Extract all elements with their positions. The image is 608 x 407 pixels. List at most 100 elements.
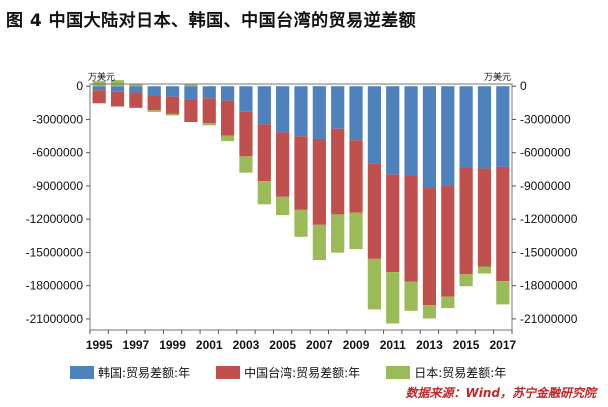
- y-tick-label-left: -15000000: [26, 245, 84, 259]
- x-tick-label: 2001: [196, 338, 223, 352]
- bar-japan: [239, 156, 253, 173]
- bar-japan: [202, 123, 216, 126]
- x-tick-label: 2011: [380, 338, 406, 352]
- bar-taiwan: [221, 100, 235, 136]
- bar-korea: [257, 86, 271, 125]
- legend-swatch-korea: [70, 366, 94, 379]
- plot-frame: [89, 83, 513, 331]
- bar-japan: [294, 209, 308, 237]
- y-tick-label-right: -9000000: [520, 179, 571, 193]
- bar-taiwan: [294, 136, 308, 210]
- bar-taiwan: [441, 186, 455, 297]
- y-tick-label-right: 0: [520, 79, 527, 93]
- bar-korea: [331, 86, 345, 129]
- bar-japan: [331, 214, 345, 253]
- bar-taiwan: [202, 98, 216, 124]
- bar-korea: [386, 86, 400, 175]
- x-tick-label: 2013: [416, 338, 443, 352]
- bar-korea: [276, 86, 290, 133]
- bar-taiwan: [386, 174, 400, 273]
- source-note: 数据来源：Wind，苏宁金融研究院: [405, 386, 596, 400]
- figure-title: 图 4 中国大陆对日本、韩国、中国台湾的贸易逆差额: [6, 11, 417, 31]
- bar-taiwan: [257, 124, 271, 182]
- legend: 韩国:贸易差额:年 中国台湾:贸易差额:年 日本:贸易差额:年: [70, 364, 506, 381]
- legend-label-korea: 韩国:贸易差额:年: [98, 366, 191, 380]
- legend-swatch-taiwan: [216, 366, 241, 379]
- bar-japan: [422, 305, 437, 319]
- x-tick-label: 2009: [343, 338, 370, 352]
- bar-japan: [110, 80, 125, 87]
- bar-korea: [129, 86, 143, 93]
- x-tick-label: 1999: [159, 338, 186, 352]
- y-tick-label-left: -21000000: [26, 312, 84, 326]
- bar-taiwan: [239, 111, 253, 157]
- bar-taiwan: [165, 96, 180, 114]
- bar-korea: [441, 86, 455, 187]
- bar-taiwan: [496, 166, 510, 282]
- bar-taiwan: [349, 140, 363, 213]
- unit-left-label: 万美元: [88, 71, 115, 82]
- unit-right-label: 万美元: [484, 71, 511, 82]
- bar-taiwan: [459, 167, 473, 275]
- bar-korea: [496, 86, 510, 167]
- y-tick-label-left: -3000000: [32, 112, 83, 126]
- bar-korea: [239, 86, 253, 112]
- bar-korea: [110, 86, 125, 92]
- legend-item-korea: 韩国:贸易差额:年: [70, 364, 190, 381]
- bar-korea: [184, 86, 198, 100]
- bar-japan: [386, 272, 400, 324]
- bar-korea: [422, 86, 437, 189]
- y-tick-label-right: -21000000: [520, 312, 578, 326]
- bar-japan: [477, 266, 492, 274]
- bar-japan: [129, 84, 143, 87]
- bar-japan: [441, 296, 455, 309]
- legend-item-taiwan: 中国台湾:贸易差额:年: [216, 364, 360, 381]
- bar-japan: [404, 281, 418, 311]
- bar-taiwan: [422, 188, 437, 306]
- bar-japan: [496, 281, 510, 305]
- bar-korea: [312, 86, 326, 139]
- bar-korea: [404, 86, 418, 176]
- bar-taiwan: [312, 138, 326, 225]
- bar-korea: [92, 86, 106, 91]
- y-tick-label-right: -12000000: [520, 212, 578, 226]
- y-tick-label-right: -6000000: [520, 146, 571, 160]
- bar-taiwan: [477, 168, 492, 267]
- bar-taiwan: [92, 90, 106, 104]
- y-tick-label-left: -18000000: [26, 279, 84, 293]
- y-tick-label-left: -9000000: [32, 179, 83, 193]
- bar-taiwan: [110, 91, 125, 107]
- y-tick-label-left: -6000000: [32, 146, 83, 160]
- x-tick-label: 2017: [489, 338, 516, 352]
- x-tick-label: 2015: [453, 338, 480, 352]
- bar-japan: [184, 84, 198, 87]
- bar-korea: [202, 86, 216, 99]
- bar-taiwan: [276, 132, 290, 197]
- bar-korea: [165, 86, 180, 97]
- bar-japan: [349, 212, 363, 250]
- legend-label-japan: 日本:贸易差额:年: [414, 366, 507, 380]
- x-tick-label: 2005: [269, 338, 296, 352]
- y-tick-label-right: -18000000: [520, 279, 578, 293]
- y-tick-label-right: -15000000: [520, 245, 578, 259]
- x-tick-label: 1995: [86, 338, 113, 352]
- bar-japan: [276, 196, 290, 216]
- x-tick-label: 2003: [233, 338, 260, 352]
- bar-korea: [477, 86, 492, 169]
- legend-swatch-japan: [386, 366, 411, 379]
- x-tick-label: 2007: [306, 338, 333, 352]
- legend-label-taiwan: 中国台湾:贸易差额:年: [244, 366, 361, 380]
- bar-japan: [312, 224, 326, 261]
- x-tick-label: 1997: [123, 338, 150, 352]
- bar-korea: [294, 86, 308, 137]
- bar-korea: [367, 86, 381, 164]
- bar-japan: [459, 274, 473, 287]
- bars-layer: [92, 80, 510, 324]
- bar-taiwan: [331, 128, 345, 215]
- legend-item-japan: 日本:贸易差额:年: [386, 364, 506, 381]
- bar-taiwan: [184, 99, 198, 123]
- bar-japan: [257, 181, 271, 205]
- axes-layer: 0 0 -3000000 -3000000 -6000000 -6000000 -90000…: [26, 79, 578, 352]
- bar-taiwan: [404, 175, 418, 282]
